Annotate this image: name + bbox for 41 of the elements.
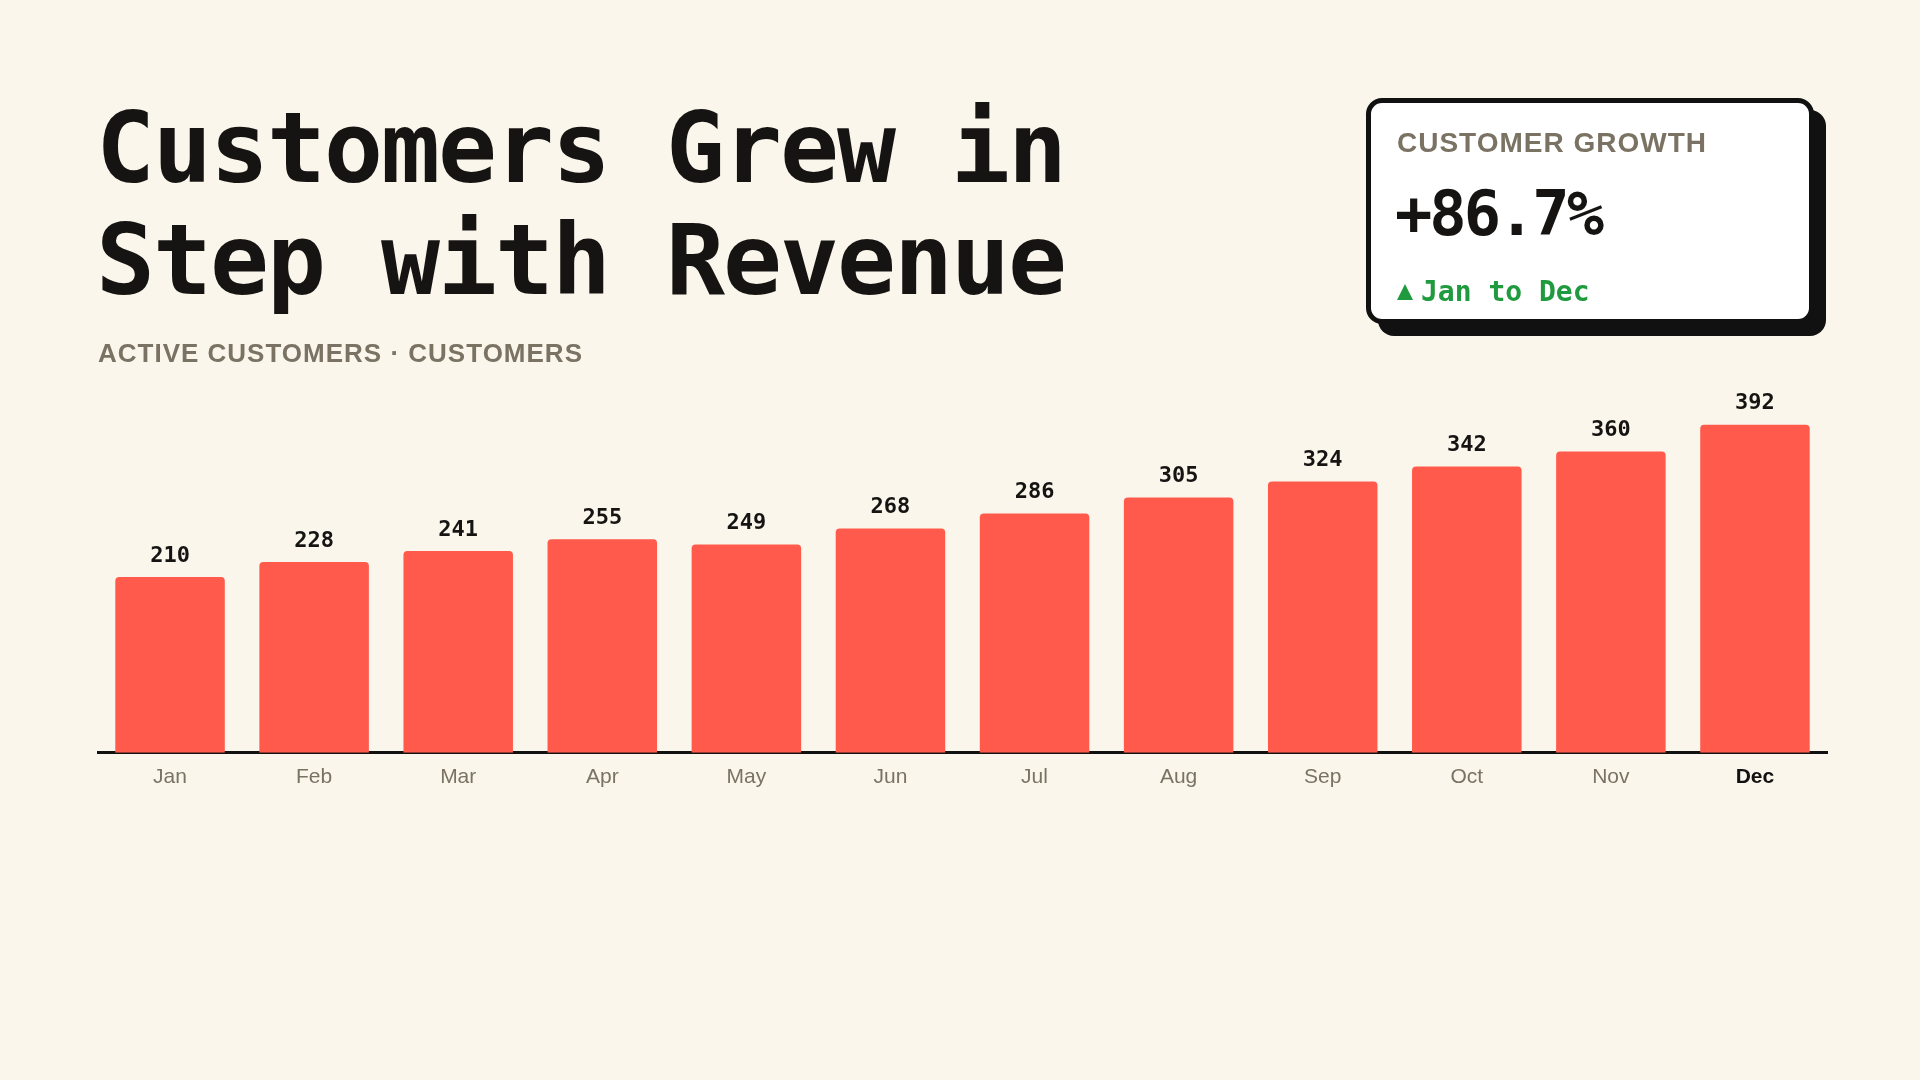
bar	[1700, 424, 1810, 753]
data-label: 249	[726, 509, 767, 535]
x-tick-label: Jun	[873, 764, 908, 788]
text: +86.7%	[1395, 177, 1601, 250]
bar	[259, 561, 369, 753]
data-label: 360	[1591, 416, 1631, 442]
bar	[1267, 481, 1378, 753]
data-label: 255	[582, 504, 623, 530]
x-tick-label: Oct	[1450, 764, 1484, 788]
x-tick-label: Jul	[1021, 764, 1048, 788]
bar	[115, 577, 225, 753]
data-label: 241	[438, 515, 479, 541]
bar	[1556, 451, 1666, 753]
data-label: 210	[150, 541, 190, 567]
data-label: 228	[294, 526, 334, 552]
data-label: 268	[870, 493, 911, 519]
bar	[403, 551, 513, 753]
data-label: 286	[1014, 478, 1055, 504]
bar	[979, 513, 1090, 753]
x-tick-label: May	[726, 764, 767, 788]
data-label: 305	[1158, 462, 1199, 488]
x-tick-label: Feb	[296, 764, 333, 788]
data-label: 392	[1735, 389, 1775, 415]
x-tick-label: Nov	[1592, 764, 1631, 788]
bar	[547, 539, 658, 753]
data-label: 324	[1302, 446, 1343, 472]
x-tick-label: Aug	[1159, 764, 1198, 788]
chart-title: Customers Grew in Step with Revenue	[96, 91, 1067, 317]
x-tick-label: Dec	[1735, 764, 1775, 788]
text: Jan to Dec	[1421, 275, 1590, 308]
x-tick-label: Sep	[1304, 764, 1342, 788]
x-tick-label: Mar	[440, 764, 477, 788]
chart-subtitle: ACTIVE CUSTOMERS · CUSTOMERS	[98, 338, 583, 369]
x-tick-label: Apr	[585, 764, 619, 788]
bar	[1412, 466, 1522, 753]
bar	[835, 528, 946, 753]
text: CUSTOMER GROWTH	[1397, 127, 1708, 159]
x-tick-label: Jan	[153, 764, 187, 788]
data-label: 342	[1446, 431, 1487, 457]
bar	[1123, 497, 1234, 753]
bar	[691, 544, 802, 753]
